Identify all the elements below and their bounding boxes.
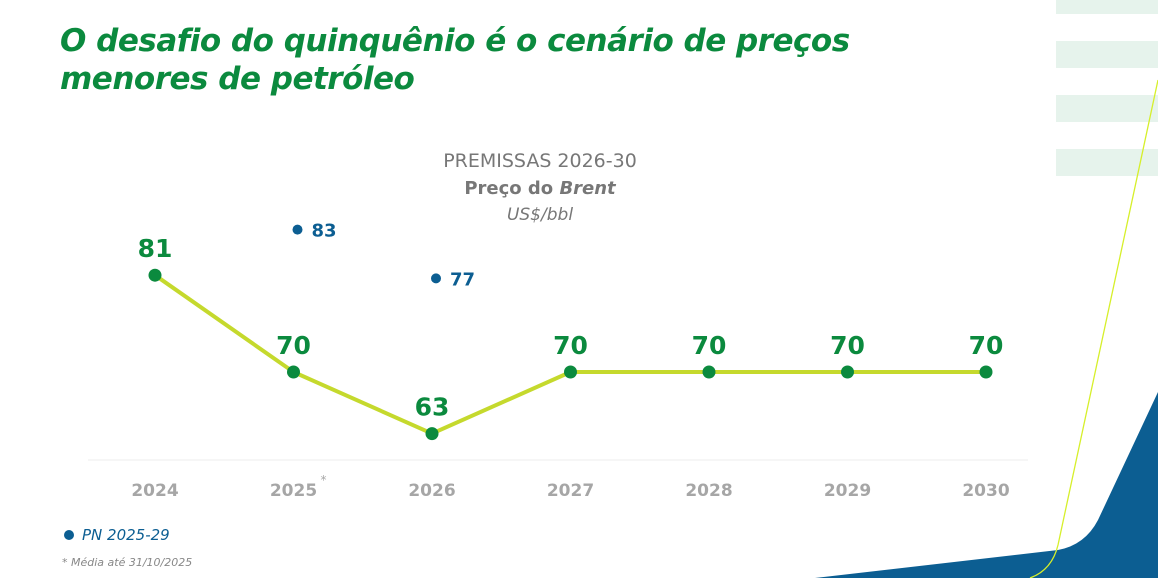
decor-stripe bbox=[1056, 95, 1158, 122]
legend-pn: PN 2025-29 bbox=[64, 526, 170, 544]
pn-label: 83 bbox=[312, 221, 337, 242]
data-point bbox=[287, 365, 300, 379]
data-point bbox=[841, 365, 854, 379]
pn-label: 77 bbox=[450, 269, 475, 290]
x-tick-label: 2024 bbox=[131, 481, 178, 501]
decor-stripe bbox=[1056, 0, 1158, 14]
x-tick-label: 2027 bbox=[547, 481, 594, 501]
x-tick-label: 2029 bbox=[824, 481, 871, 501]
decor-blue-shape bbox=[815, 392, 1158, 578]
pn-point bbox=[431, 273, 441, 284]
x-tick-label: 2030 bbox=[962, 481, 1009, 501]
data-label: 63 bbox=[415, 393, 450, 422]
data-point bbox=[148, 268, 162, 282]
chart-title-brent: Brent bbox=[559, 178, 616, 199]
chart-title: Preço do Brent bbox=[340, 178, 740, 199]
x-tick-label: 2028 bbox=[685, 481, 732, 501]
data-point bbox=[702, 365, 716, 379]
legend-dot bbox=[64, 530, 74, 540]
decor-yellow-line bbox=[1029, 79, 1158, 578]
decor-stripe bbox=[1056, 41, 1158, 68]
x-tick-footnote-mark: * bbox=[321, 473, 327, 487]
legend-label: PN 2025-29 bbox=[82, 526, 170, 544]
chart-title-prefix: Preço do bbox=[464, 178, 560, 199]
data-label: 70 bbox=[969, 331, 1004, 360]
data-label: 70 bbox=[553, 331, 588, 360]
decor-stripe bbox=[1056, 149, 1158, 176]
data-point bbox=[564, 365, 577, 379]
footnote: * Média até 31/10/2025 bbox=[62, 556, 193, 569]
data-label: 81 bbox=[138, 234, 173, 263]
data-label: 70 bbox=[692, 331, 727, 360]
x-tick-label: 2025 bbox=[270, 481, 317, 501]
data-point bbox=[979, 365, 993, 379]
x-tick-label: 2026 bbox=[408, 481, 455, 501]
chart-supertitle: PREMISSAS 2026-30 bbox=[443, 150, 637, 172]
pn-point bbox=[292, 224, 303, 235]
page-title: O desafio do quinquênio é o cenário de p… bbox=[60, 23, 850, 97]
chart-unit: US$/bbl bbox=[506, 205, 574, 225]
data-label: 70 bbox=[276, 331, 311, 360]
data-point bbox=[425, 427, 439, 441]
data-label: 70 bbox=[830, 331, 865, 360]
